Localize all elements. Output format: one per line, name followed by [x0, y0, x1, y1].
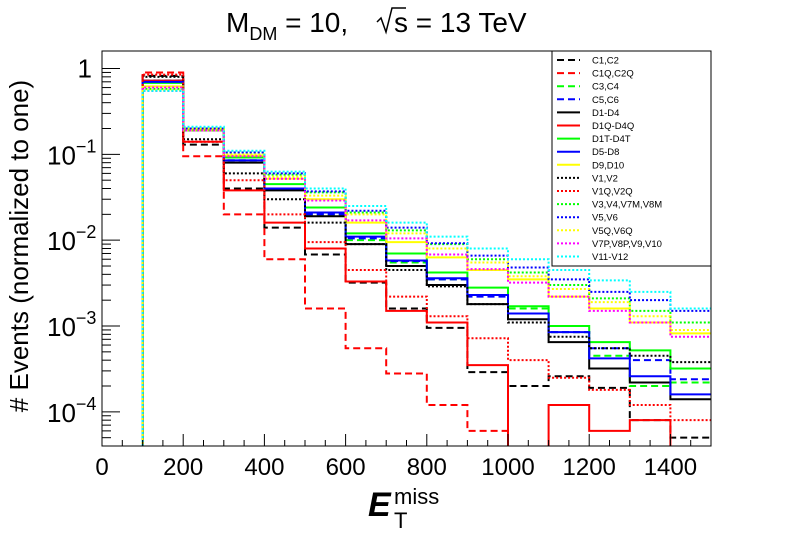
legend-label: V11-V12 — [592, 252, 628, 263]
legend-label: D1T-D4T — [592, 134, 631, 145]
x-tick-label: 1400 — [644, 454, 697, 481]
series-13-line — [141, 89, 711, 446]
series-layer — [141, 71, 711, 446]
sqrt-sign — [376, 7, 406, 35]
series-15-line — [141, 89, 711, 446]
svg-text:MDM = 10,: MDM = 10, — [226, 7, 348, 44]
series-14-line — [141, 86, 711, 446]
legend-label: V7P,V8P,V9,V10 — [592, 239, 662, 250]
x-tick-label: 600 — [326, 454, 366, 481]
series-9-line — [141, 75, 711, 446]
x-label-sup: miss — [394, 484, 439, 509]
legend-label: V5,V6 — [592, 213, 618, 224]
legend-label: V5Q,V6Q — [592, 226, 633, 237]
x-tick-label: 400 — [244, 454, 284, 481]
legend-label: D1-D4 — [592, 108, 619, 119]
x-tick-label: 200 — [163, 454, 203, 481]
svg-text:s = 13 TeV: s = 13 TeV — [394, 7, 527, 38]
legend-label: C1,C2 — [592, 56, 619, 67]
legend-label: V1,V2 — [592, 173, 618, 184]
legend-label: C3,C4 — [592, 82, 619, 93]
series-1-line — [141, 71, 509, 446]
y-axis-label: # Events (normalized to one) — [4, 80, 34, 412]
x-label-main: E — [368, 486, 392, 524]
legend-label: V3,V4,V7M,V8M — [592, 200, 662, 211]
x-axis: 0 200 400 600 800 1000 1200 1400 — [95, 434, 712, 481]
x-tick-label: 800 — [407, 454, 447, 481]
title-value: = 10, — [277, 7, 348, 38]
legend-label: D9,D10 — [592, 160, 624, 171]
y-tick-label: 1 — [78, 54, 92, 84]
series-10-line — [141, 73, 711, 446]
x-tick-label: 1000 — [481, 454, 534, 481]
y-tick-label: 10−2 — [47, 222, 96, 256]
x-tick-label: 1200 — [563, 454, 616, 481]
legend-label: C1Q,C2Q — [592, 69, 634, 80]
title-energy: = 13 TeV — [408, 7, 527, 38]
title-prefix: M — [226, 7, 249, 38]
x-axis-label: E T miss — [368, 484, 439, 533]
title-prefix-sub: DM — [249, 24, 277, 44]
legend-label: D1Q-D4Q — [592, 121, 634, 132]
legend-label: V1Q,V2Q — [592, 187, 633, 198]
legend: C1,C2 C1Q,C2Q C3,C4 C5,C6 D1-D4 D1Q-D4Q D1T-D4… — [551, 50, 712, 267]
y-tick-label: 10−1 — [47, 136, 96, 170]
chart-title: MDM = 10, s = 13 TeV — [226, 7, 527, 44]
x-tick-label: 0 — [95, 454, 108, 481]
title-sqrt-label: s — [394, 7, 408, 38]
legend-label: D5-D8 — [592, 147, 619, 158]
y-tick-label: 10−3 — [47, 308, 96, 342]
y-axis: 1 10−1 10−2 10−3 10−4 — [47, 54, 120, 447]
legend-label: C5,C6 — [592, 95, 619, 106]
x-label-sub: T — [394, 508, 407, 533]
y-tick-label: 10−4 — [47, 394, 96, 428]
